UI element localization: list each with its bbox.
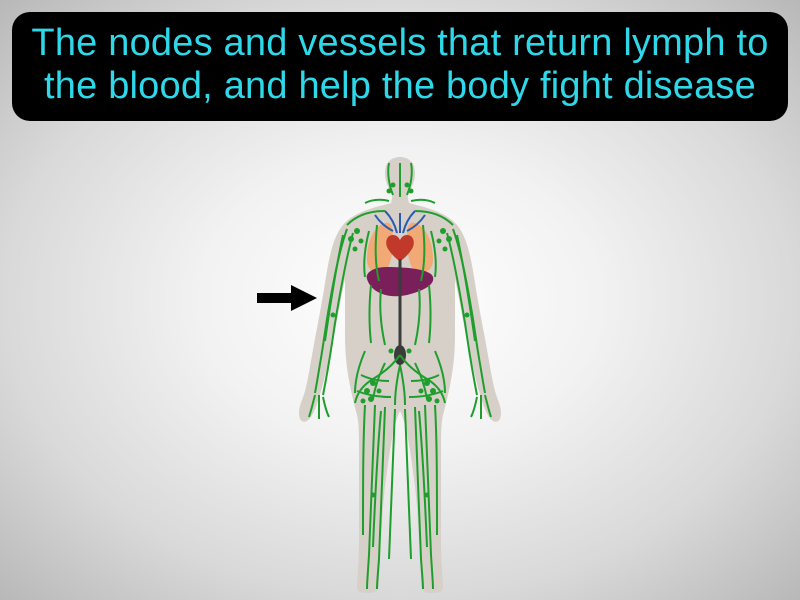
definition-banner: The nodes and vessels that return lymph … <box>12 12 788 121</box>
pointer-arrow <box>255 283 317 318</box>
body-svg <box>285 155 515 595</box>
lymphatic-system-figure <box>285 155 515 600</box>
diagram-canvas: The nodes and vessels that return lymph … <box>0 0 800 600</box>
arrow-icon <box>255 283 317 313</box>
